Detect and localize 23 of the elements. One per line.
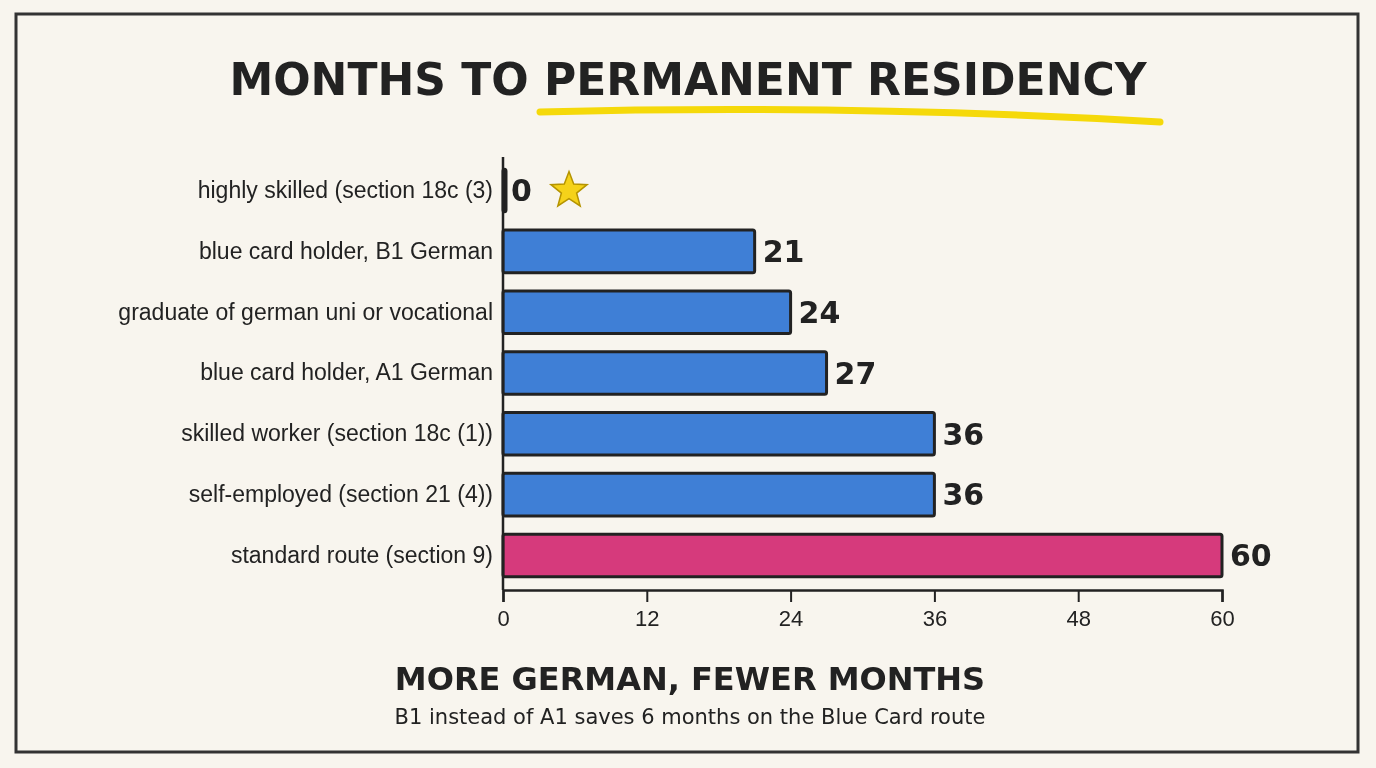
data-label: 0 (511, 173, 532, 209)
data-label: 21 (762, 234, 805, 270)
x-tick-label: 0 (497, 605, 510, 631)
x-tick-label: 60 (1210, 605, 1235, 631)
data-label: 60 (1230, 538, 1272, 574)
data-label: 27 (834, 355, 877, 391)
text: B1 instead of A1 saves 6 months on the Blue Card route (394, 705, 986, 729)
data-label: 36 (942, 416, 985, 452)
data-label: 24 (798, 294, 841, 330)
x-tick-label: 36 (922, 605, 948, 631)
y-tick-label: standard route (section 9) (230, 541, 493, 568)
text: MORE GERMAN, FEWER MONTHS (394, 660, 986, 698)
y-tick-label: skilled worker (section 18c (1)) (181, 420, 493, 447)
y-tick-label: graduate of german uni or vocational (118, 298, 493, 325)
y-tick-label: self-employed (section 21 (4)) (188, 480, 493, 507)
x-tick-label: 12 (635, 605, 660, 631)
x-tick-label: 48 (1066, 605, 1091, 631)
y-tick-label: highly skilled (section 18c (3) (197, 176, 493, 203)
y-tick-label: blue card holder, B1 German (198, 237, 493, 264)
y-tick-label: blue card holder, A1 German (200, 359, 493, 386)
chart-title: MONTHS TO PERMANENT RESIDENCY (229, 54, 1148, 105)
data-label: 36 (942, 477, 985, 513)
x-tick-label: 24 (778, 605, 804, 631)
